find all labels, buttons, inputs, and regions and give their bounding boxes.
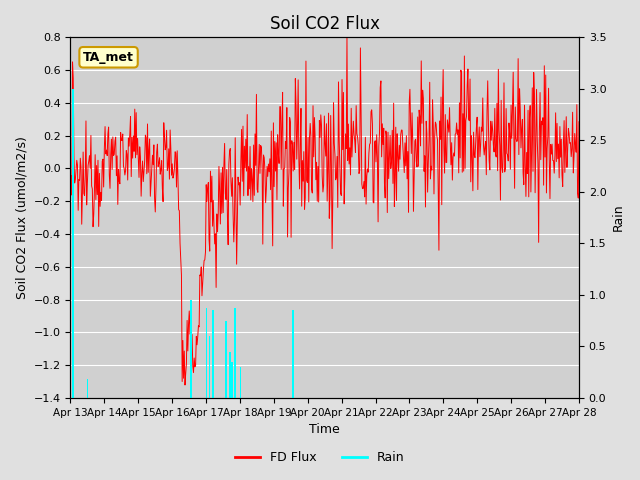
Bar [205, 308, 207, 398]
Title: Soil CO2 Flux: Soil CO2 Flux [269, 15, 380, 33]
Bar [190, 300, 191, 398]
Y-axis label: Rain: Rain [612, 204, 625, 231]
Text: TA_met: TA_met [83, 51, 134, 64]
Bar [72, 89, 73, 398]
Bar [230, 351, 231, 398]
Bar [73, 89, 74, 398]
Bar [292, 311, 293, 398]
Bar [209, 336, 211, 398]
Bar [231, 362, 232, 398]
Bar [226, 321, 227, 398]
Bar [212, 311, 214, 398]
Bar [225, 321, 227, 398]
Bar [206, 308, 207, 398]
Y-axis label: Soil CO2 Flux (umol/m2/s): Soil CO2 Flux (umol/m2/s) [15, 136, 28, 299]
Bar [87, 379, 88, 398]
Bar [235, 308, 236, 398]
Bar [234, 308, 235, 398]
Bar [191, 300, 192, 398]
Bar [239, 367, 241, 398]
Bar [232, 362, 233, 398]
Legend: FD Flux, Rain: FD Flux, Rain [230, 446, 410, 469]
Bar [292, 311, 294, 398]
X-axis label: Time: Time [309, 423, 340, 436]
Bar [229, 351, 230, 398]
Bar [212, 311, 213, 398]
